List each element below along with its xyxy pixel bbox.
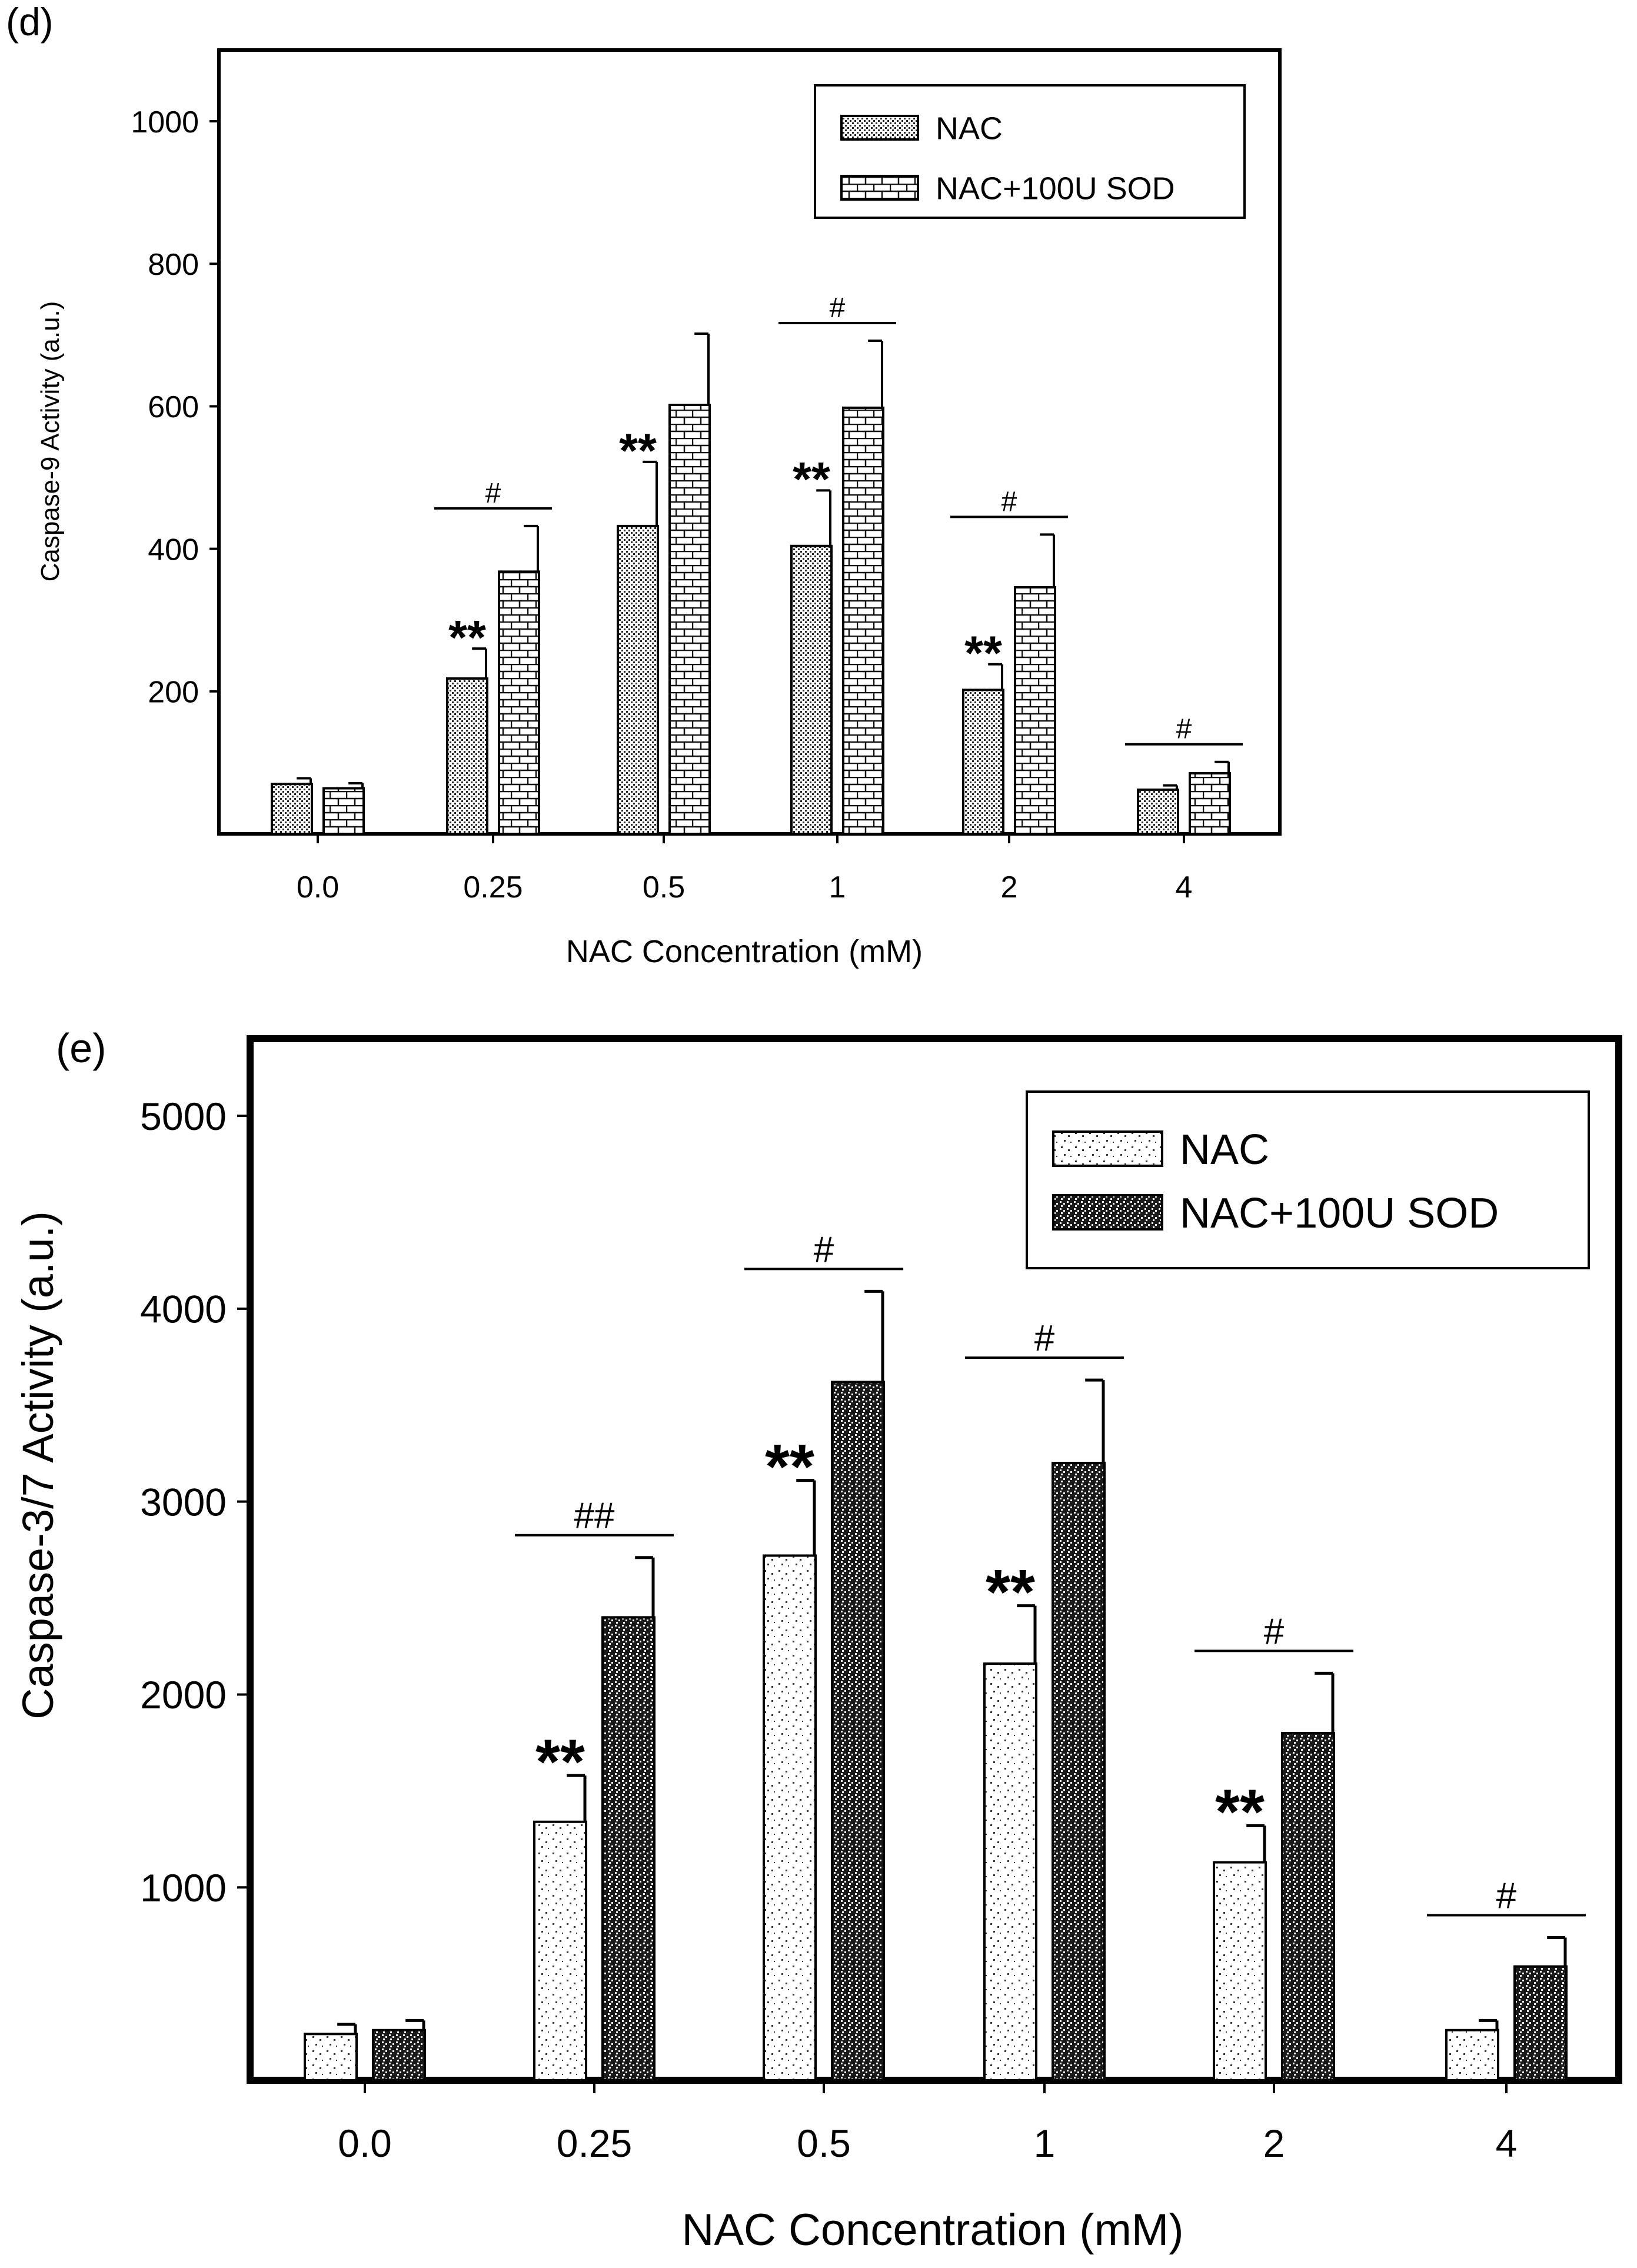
x-tick-label: 4	[1496, 2121, 1518, 2165]
legend-swatch	[1052, 1194, 1163, 1231]
y-tick-label: 2000	[140, 1673, 227, 1717]
legend-swatch	[1052, 1130, 1163, 1167]
legend: NAC NAC+100U SOD	[1026, 1090, 1590, 1269]
bar-nac	[962, 689, 1004, 835]
bar-nac-100u-sod	[668, 404, 711, 835]
y-tick-label: 200	[148, 676, 199, 710]
y-axis-title: Caspase-3/7 Activity (a.u.)	[14, 1211, 62, 1720]
x-tick-label: 0.5	[797, 2121, 851, 2165]
bar-nac	[790, 544, 833, 835]
significance-hash: #	[1264, 1611, 1285, 1652]
bar-nac	[763, 1554, 817, 2081]
bar-nac-100u-sod	[842, 406, 884, 835]
y-tick-label: 5000	[140, 1095, 227, 1138]
bar-nac	[304, 2033, 358, 2081]
y-tick-label: 800	[148, 248, 199, 282]
significance-hash: #	[1002, 486, 1017, 517]
significance-stars: **	[964, 627, 1002, 680]
bar-nac-100u-sod	[1189, 772, 1231, 836]
legend-label: NAC+100U SOD	[936, 171, 1175, 206]
significance-hash: ##	[574, 1496, 615, 1537]
significance-hash: #	[814, 1229, 834, 1270]
bar-nac-100u-sod	[498, 570, 540, 835]
bar-nac	[271, 783, 313, 835]
significance-hash: #	[1176, 714, 1192, 745]
y-tick-label: 1000	[140, 1866, 227, 1910]
bar-nac-100u-sod	[1014, 586, 1056, 835]
y-tick-label: 400	[148, 533, 199, 567]
x-tick-label: 1	[829, 870, 846, 904]
significance-hash: #	[830, 292, 846, 324]
panel-label: (e)	[56, 1025, 107, 1071]
bar-nac-100u-sod	[601, 1616, 656, 2081]
bar-nac-100u-sod	[1281, 1732, 1335, 2081]
plot-frame	[217, 48, 1282, 836]
bar-nac-100u-sod	[831, 1381, 885, 2081]
legend: NAC NAC+100U SOD	[814, 84, 1246, 219]
x-tick-label: 0.0	[297, 870, 339, 904]
bar-nac-100u-sod	[372, 2028, 426, 2082]
chart-layer: (d) 200 400 600 800 1000 0.0 0.25 0.5 1 2 4 NAC Conc…	[6, 0, 1622, 2255]
x-axis-title: NAC Concentration (mM)	[681, 2205, 1183, 2255]
bar-nac-100u-sod	[1052, 1462, 1106, 2081]
legend-label: NAC+100U SOD	[1180, 1190, 1499, 1237]
panel-label: (d)	[6, 0, 54, 44]
y-tick-label: 1000	[131, 105, 199, 139]
bar-nac	[1213, 1861, 1267, 2081]
significance-stars: **	[793, 453, 830, 506]
legend-swatch	[840, 115, 919, 141]
legend-box	[1026, 1090, 1590, 1269]
legend-label: NAC	[936, 111, 1003, 146]
x-tick-label: 2	[1001, 870, 1018, 904]
y-tick-label: 600	[148, 390, 199, 424]
significance-hash: #	[485, 478, 501, 509]
bar-nac	[1137, 788, 1179, 835]
significance-hash: #	[1496, 1875, 1517, 1916]
bar-nac-100u-sod	[322, 787, 365, 836]
bar-nac	[617, 524, 659, 835]
x-tick-label: 0.5	[643, 870, 685, 904]
y-tick-label: 3000	[140, 1480, 227, 1524]
panel-d: (d) 200 400 600 800 1000 0.0 0.25 0.5 1 2 4 NAC Conc…	[6, 0, 1282, 969]
legend-swatch	[840, 175, 919, 201]
significance-stars: **	[535, 1726, 585, 1797]
bar-nac	[446, 677, 488, 836]
significance-stars: **	[619, 424, 657, 478]
y-axis-title: Caspase-9 Activity (a.u.)	[36, 301, 65, 582]
significance-stars: **	[986, 1556, 1035, 1627]
plot-frame	[247, 1035, 1622, 2084]
bar-nac	[1445, 2028, 1499, 2082]
bar-nac	[533, 1820, 587, 2082]
legend-label: NAC	[1180, 1126, 1269, 1173]
y-tick-label: 4000	[140, 1288, 227, 1331]
significance-stars: **	[1215, 1776, 1265, 1847]
significance-stars: **	[765, 1431, 814, 1502]
significance-hash: #	[1034, 1318, 1055, 1359]
x-tick-label: 0.25	[557, 2121, 632, 2165]
x-tick-label: 2	[1263, 2121, 1285, 2165]
bar-nac	[983, 1662, 1037, 2081]
x-tick-label: 0.25	[463, 870, 523, 904]
bar-nac-100u-sod	[1513, 1965, 1568, 2081]
x-axis-title: NAC Concentration (mM)	[566, 934, 923, 969]
significance-stars: **	[448, 611, 486, 664]
x-tick-label: 1	[1034, 2121, 1056, 2165]
x-tick-label: 4	[1176, 870, 1193, 904]
panel-e: (e) 1000 2000 3000 4000 5000 0.0 0.25 0.5 1 2 4 NAC …	[14, 1025, 1622, 2255]
x-tick-label: 0.0	[338, 2121, 392, 2165]
